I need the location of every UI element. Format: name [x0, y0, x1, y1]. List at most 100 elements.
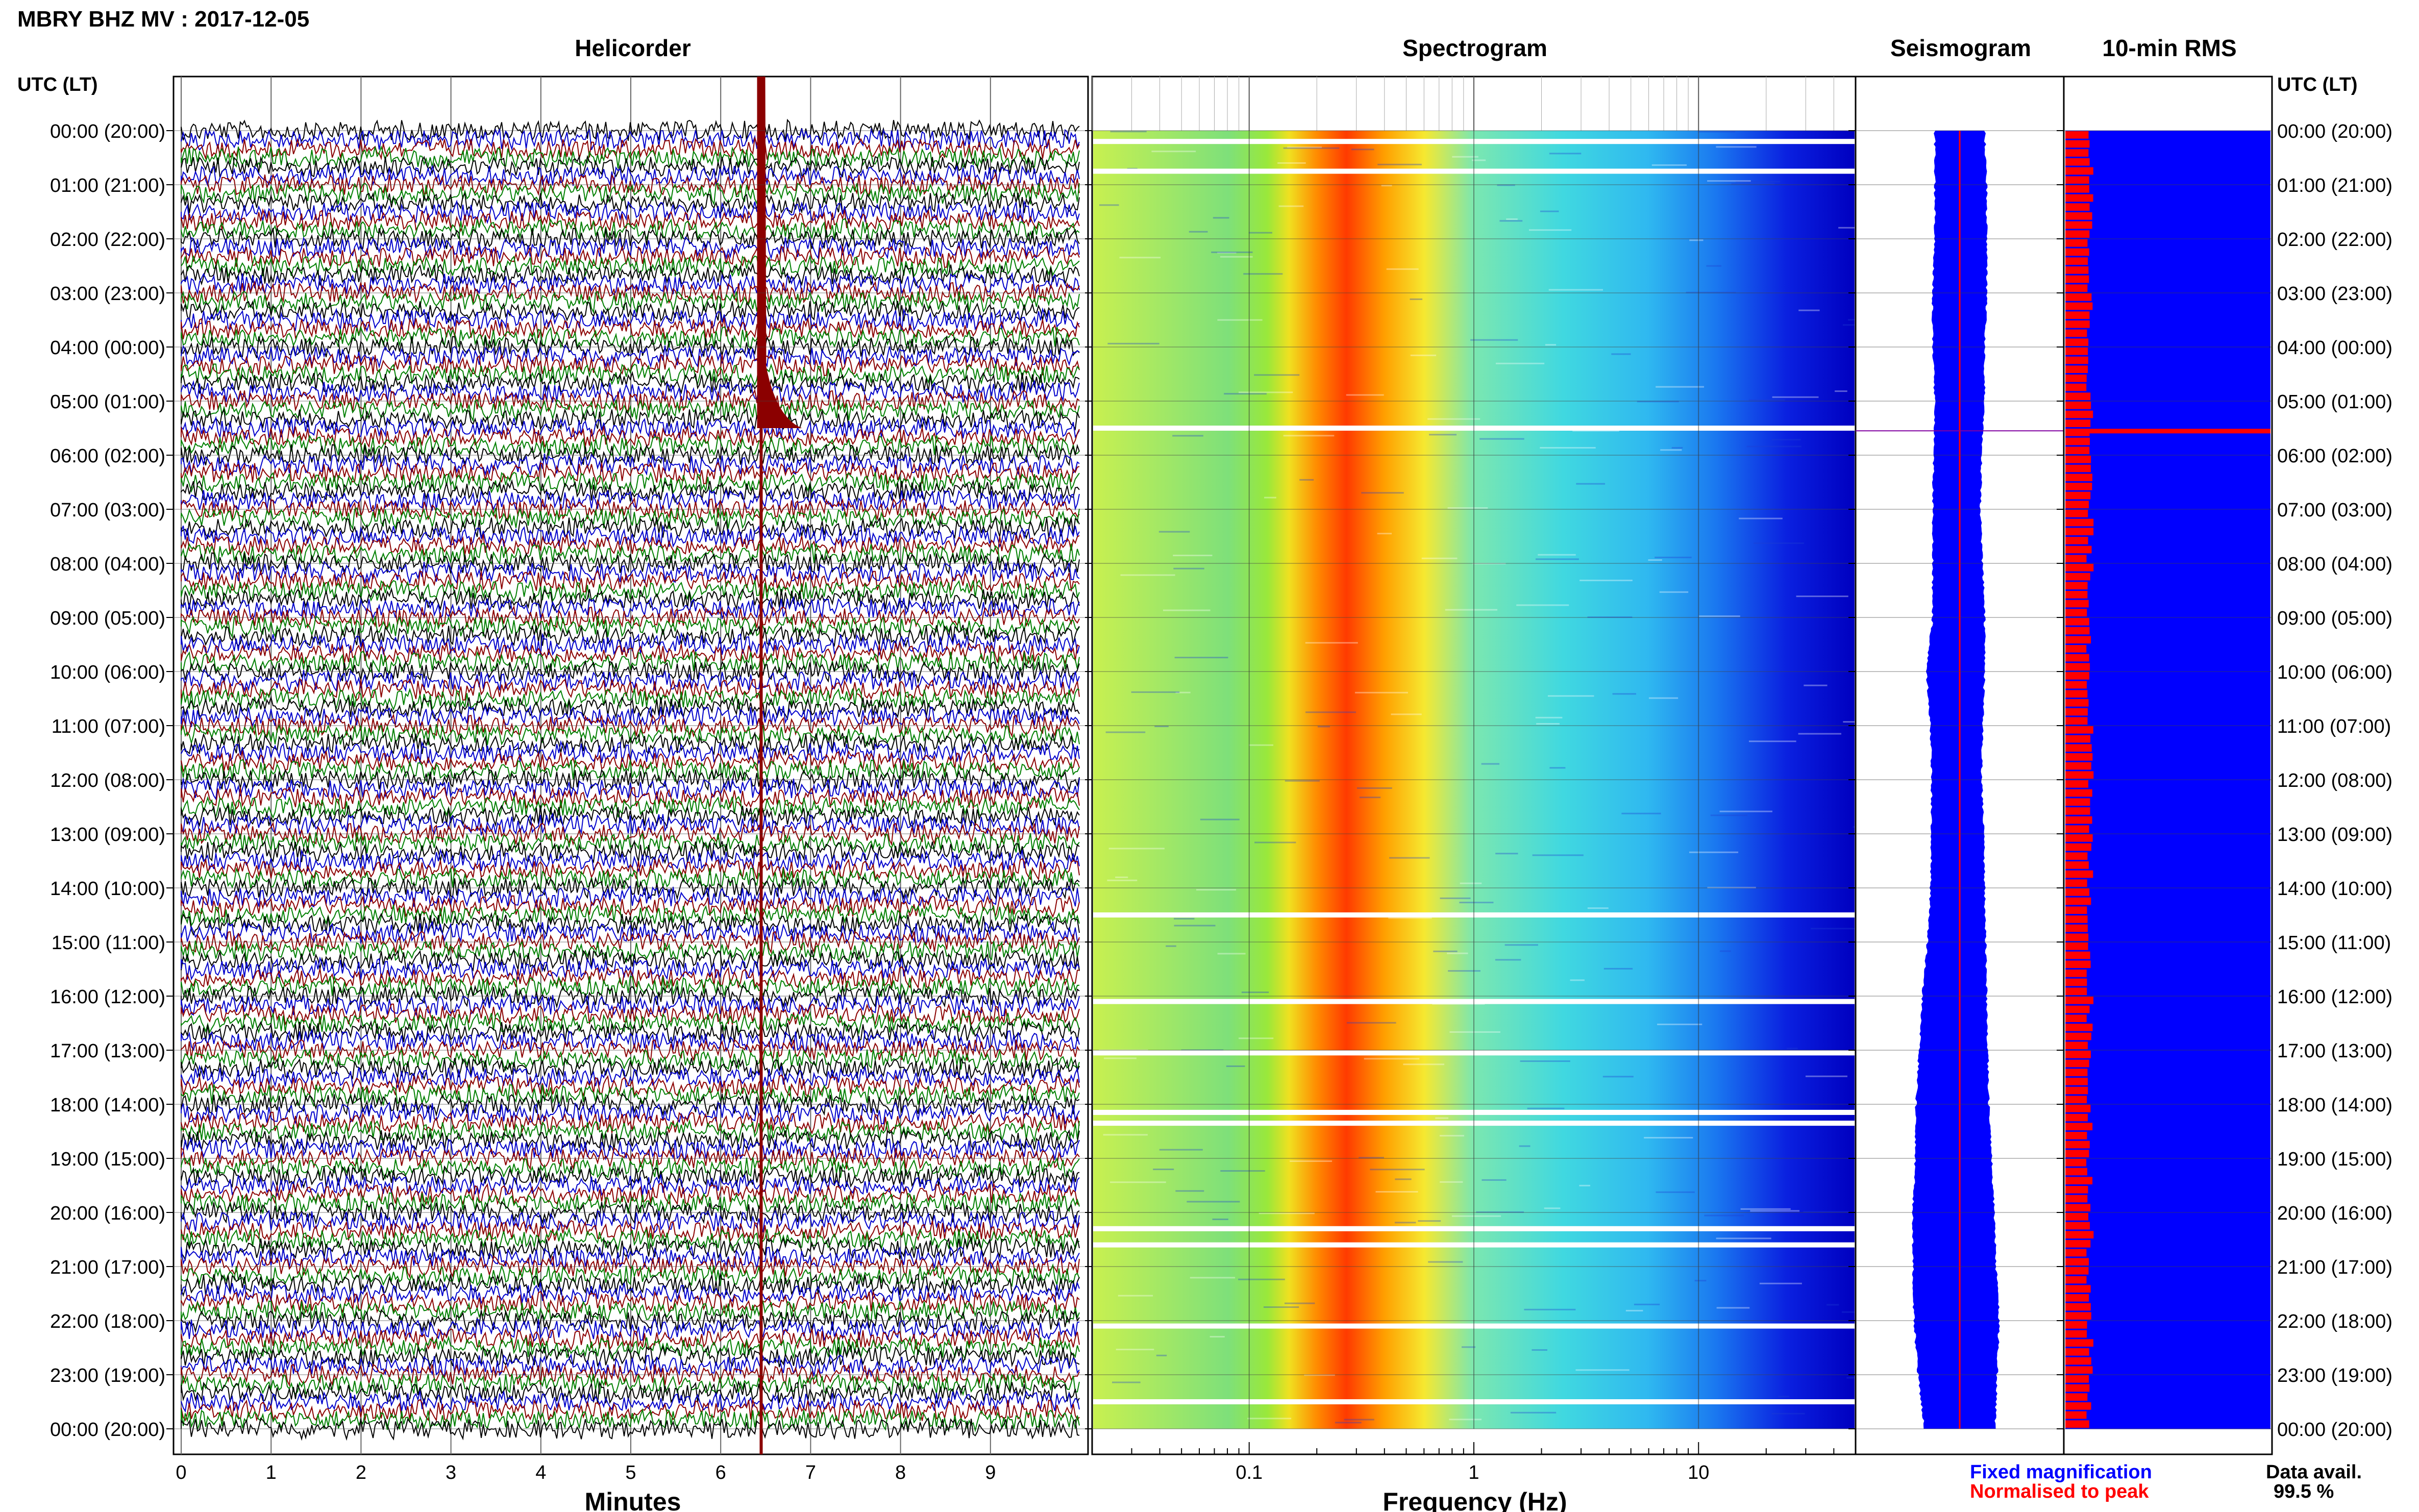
- rms-bar-normalised: [2065, 798, 2090, 806]
- rms-bar-fixed: [2065, 212, 2270, 221]
- time-label-left: 23:00 (19:00): [50, 1365, 165, 1386]
- rms-bar-fixed: [2065, 1185, 2270, 1195]
- spectrogram-speckle: [1239, 1037, 1274, 1039]
- rms-bar-normalised: [2065, 960, 2091, 968]
- rms-bar-normalised: [2065, 1024, 2093, 1031]
- helicorder-trace: [181, 579, 1080, 603]
- spectrogram-speckle: [1212, 1218, 1228, 1220]
- spectrogram-speckle: [1346, 394, 1384, 396]
- rms-bar-normalised: [2065, 284, 2088, 292]
- helicorder-trace: [181, 199, 1080, 225]
- spectrogram-speckle: [1427, 418, 1480, 420]
- spectrogram-speckle: [1213, 217, 1229, 219]
- time-label-left: 00:00 (20:00): [50, 1419, 165, 1441]
- rms-bar-normalised: [2065, 203, 2090, 211]
- spectrogram-speckle: [1842, 324, 1855, 326]
- helicorder-trace: [181, 1101, 1080, 1125]
- rms-bar-normalised: [2065, 879, 2087, 887]
- helicorder-trace: [181, 280, 1080, 304]
- rms-bar-normalised: [2065, 158, 2090, 166]
- helicorder-trace: [181, 804, 1080, 829]
- time-label-left: 14:00 (10:00): [50, 878, 165, 900]
- helicorder-trace: [181, 1201, 1080, 1225]
- rms-bar-fixed: [2065, 320, 2270, 330]
- helicorder-trace: [181, 507, 1080, 531]
- rms-bar-normalised: [2065, 1321, 2087, 1329]
- time-label-left: 07:00 (03:00): [50, 500, 165, 521]
- rms-bar-fixed: [2065, 807, 2270, 816]
- time-label-right: 08:00 (04:00): [2277, 554, 2392, 575]
- helicorder-trace: [181, 379, 1080, 405]
- spectrogram-speckle: [1694, 1280, 1707, 1282]
- spectrogram-speckle: [1544, 1207, 1561, 1209]
- time-label-right: 16:00 (12:00): [2277, 986, 2392, 1008]
- rms-bar-normalised: [2065, 1005, 2090, 1013]
- spectrogram-speckle: [1175, 691, 1191, 693]
- spectrogram-speckle: [1527, 1107, 1565, 1109]
- spectrogram-speckle: [1098, 1049, 1148, 1051]
- helicorder-trace: [181, 1136, 1080, 1161]
- rms-bar-normalised: [2065, 447, 2090, 454]
- helicorder-trace: [181, 695, 1080, 721]
- spectrogram-speckle: [1740, 1208, 1791, 1210]
- rms-bar-fixed: [2065, 536, 2270, 546]
- spectrogram-speckle: [1158, 531, 1190, 533]
- rms-bar-normalised: [2065, 1294, 2089, 1302]
- rms-bar-normalised: [2065, 1357, 2091, 1365]
- spectrogram-speckle: [1151, 151, 1196, 153]
- spectrogram-speckle: [1479, 438, 1524, 440]
- helicorder-trace: [181, 182, 1080, 206]
- rms-bar-normalised: [2065, 771, 2094, 779]
- rms-bar-normalised: [2065, 375, 2087, 382]
- spectrogram-speckle: [1746, 445, 1801, 448]
- rms-bar-fixed: [2065, 1041, 2270, 1051]
- helicorder-trace: [181, 731, 1080, 756]
- spectrogram-speckle: [1224, 393, 1267, 395]
- helicorder-panel: 0 1 2 3 4 5 6 7 8 9: [172, 76, 1089, 1483]
- rms-bar-normalised: [2065, 266, 2089, 274]
- spectrogram-speckle: [1579, 579, 1633, 581]
- rms-bar-normalised: [2065, 491, 2091, 500]
- rms-bar-fixed: [2065, 302, 2270, 311]
- spectrogram-speckle: [1394, 1222, 1416, 1224]
- spectrogram-speckle: [1238, 1278, 1285, 1280]
- spectrogram-speckle: [1528, 229, 1572, 231]
- rms-bar-fixed: [2065, 1311, 2270, 1321]
- helicorder-trace: [181, 515, 1080, 540]
- helicorder-trace: [181, 605, 1080, 630]
- rms-bar-normalised: [2065, 636, 2091, 643]
- spectrogram-speckle: [1853, 826, 1855, 828]
- rms-bar-normalised: [2065, 392, 2091, 400]
- rms-bar-fixed: [2065, 617, 2270, 627]
- rms-bar-normalised: [2065, 1123, 2093, 1130]
- rms-bar-normalised: [2065, 1312, 2091, 1320]
- rms-bar-fixed: [2065, 1059, 2270, 1069]
- rms-bar-normalised: [2065, 456, 2091, 463]
- rms-bar-fixed: [2065, 1176, 2270, 1186]
- helicorder-trace: [181, 1364, 1080, 1387]
- rms-bar-fixed: [2065, 311, 2270, 320]
- spectrogram-speckle: [1200, 819, 1240, 821]
- spectrogram-speckle: [1497, 184, 1515, 186]
- helicorder-x-tick-label: 7: [805, 1462, 816, 1483]
- spectrogram-speckle: [1472, 159, 1486, 161]
- rms-bar-fixed: [2065, 1420, 2270, 1429]
- helicorder-trace: [181, 1235, 1080, 1261]
- helicorder-title: Helicorder: [575, 35, 691, 61]
- rms-bar-normalised: [2065, 699, 2089, 707]
- helicorder-trace: [181, 388, 1080, 413]
- rms-bar-fixed: [2065, 329, 2270, 338]
- spectrogram-speckle: [1810, 928, 1855, 930]
- helicorder-trace: [181, 678, 1080, 702]
- spectrogram-speckle: [1739, 517, 1783, 519]
- helicorder-trace: [181, 615, 1080, 639]
- rms-bar-fixed: [2065, 924, 2270, 933]
- helicorder-trace: [181, 118, 1080, 142]
- rms-bar-fixed: [2065, 699, 2270, 708]
- time-label-left: 22:00 (18:00): [50, 1311, 165, 1332]
- spectrogram-speckle: [1284, 1302, 1315, 1304]
- helicorder-trace: [181, 1174, 1080, 1197]
- rms-bar-fixed: [2065, 1113, 2270, 1123]
- rms-bar-fixed: [2065, 753, 2270, 762]
